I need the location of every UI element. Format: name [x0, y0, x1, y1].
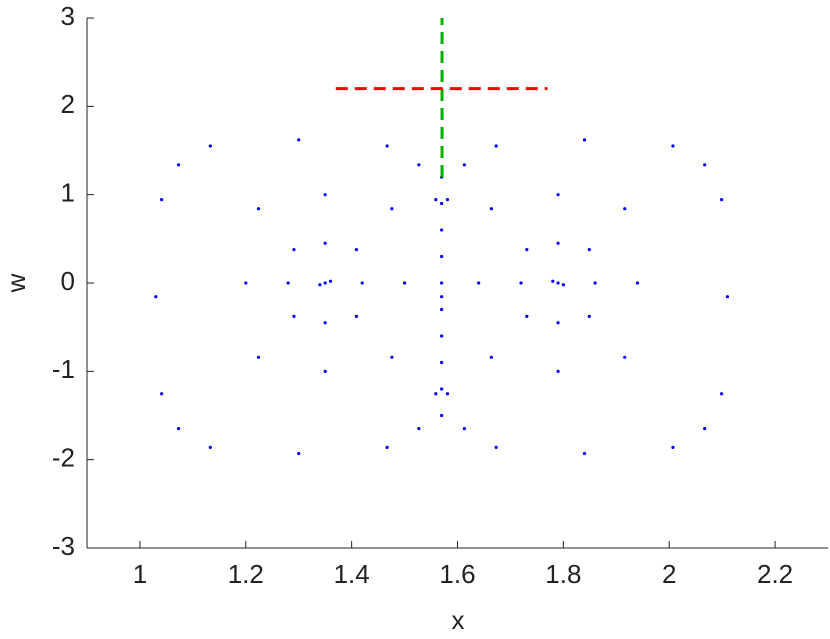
point [561, 283, 565, 287]
point [434, 392, 438, 396]
point [440, 281, 444, 285]
point [417, 426, 421, 431]
point [725, 295, 730, 299]
point [445, 198, 450, 202]
y-tick-label: 2 [61, 89, 75, 119]
point [323, 321, 327, 325]
x-tick-label: 2.2 [757, 559, 793, 589]
point [328, 279, 333, 283]
point [323, 193, 327, 197]
point [434, 198, 438, 202]
point [556, 241, 560, 245]
point [390, 355, 394, 359]
point [256, 355, 261, 359]
x-tick-label: 1.6 [439, 559, 475, 589]
point [623, 355, 627, 359]
point [292, 248, 296, 252]
point [354, 248, 359, 252]
point [494, 445, 498, 449]
x-tick-label: 1.8 [545, 559, 581, 589]
point [292, 314, 296, 318]
point [160, 198, 164, 202]
point [556, 369, 560, 373]
point [318, 283, 322, 287]
point [477, 281, 481, 285]
point [462, 163, 466, 167]
y-tick-label: 3 [61, 1, 75, 31]
point [256, 207, 261, 211]
point [635, 281, 640, 285]
point [494, 144, 498, 148]
point [593, 281, 597, 285]
x-tick-label: 1 [133, 559, 147, 589]
point [402, 281, 407, 285]
point [440, 307, 444, 312]
point [671, 445, 675, 449]
point [440, 360, 444, 365]
point [323, 281, 327, 285]
point [244, 281, 248, 285]
point [462, 426, 466, 431]
point [440, 295, 444, 299]
point [323, 369, 327, 373]
y-tick-label: 0 [61, 266, 75, 296]
point [720, 198, 724, 202]
y-tick-label: -2 [52, 443, 75, 473]
point [587, 248, 591, 252]
point [154, 295, 158, 299]
point [286, 281, 290, 285]
x-tick-label: 1.4 [334, 559, 370, 589]
x-axis-label: x [452, 605, 465, 635]
point [390, 207, 394, 211]
point [385, 144, 389, 148]
point [440, 254, 444, 259]
point [360, 281, 364, 285]
point [703, 426, 707, 431]
point [489, 355, 493, 359]
point [440, 228, 444, 232]
y-axis-label: w [1, 273, 31, 293]
point [176, 163, 181, 167]
point [208, 445, 212, 449]
point [297, 138, 301, 142]
point [445, 392, 450, 396]
point [519, 281, 523, 285]
y-tick-label: -3 [52, 531, 75, 561]
y-tick-label: -1 [52, 354, 75, 384]
point [297, 451, 301, 456]
point [587, 314, 591, 318]
point [489, 207, 493, 211]
point [440, 334, 444, 338]
point [385, 445, 389, 449]
point [525, 314, 529, 318]
point [556, 321, 560, 325]
point [440, 413, 444, 418]
y-tick-label: 1 [61, 178, 75, 208]
point [703, 163, 707, 167]
point [582, 451, 587, 456]
point [323, 241, 327, 245]
point [160, 392, 164, 396]
point [551, 279, 555, 283]
point [208, 144, 212, 148]
point [556, 281, 560, 285]
point [556, 193, 560, 197]
point [720, 392, 724, 396]
point [417, 163, 421, 167]
point [671, 144, 675, 148]
point [582, 138, 587, 142]
point [440, 387, 444, 391]
x-tick-label: 1.2 [228, 559, 264, 589]
point [354, 314, 359, 318]
x-tick-label: 2 [662, 559, 676, 589]
point [623, 207, 627, 211]
point [176, 426, 181, 431]
point [525, 248, 529, 252]
point [440, 201, 444, 206]
